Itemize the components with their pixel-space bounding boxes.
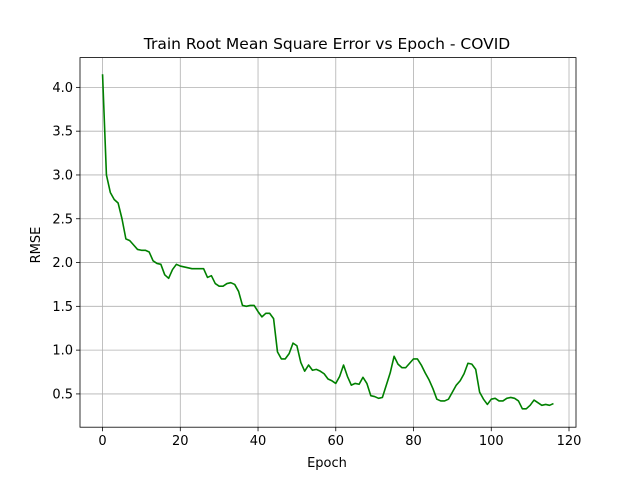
series-line xyxy=(101,74,554,410)
plot-frame xyxy=(79,57,577,428)
x-tick-label: 60 xyxy=(328,434,345,449)
x-tick-label: 120 xyxy=(557,434,582,449)
axes: 0 20 40 60 80 100 120 0.5 1.0 1.5 2.0 2.5 3.0 3.5 4.0 xyxy=(52,57,582,449)
y-tick-label: 3.5 xyxy=(52,125,73,140)
grid xyxy=(80,57,576,428)
y-tick-label: 1.5 xyxy=(52,300,73,315)
series-layer xyxy=(101,74,554,410)
y-axis-label: RMSE xyxy=(29,227,44,264)
y-tick-label: 2.5 xyxy=(52,212,73,227)
x-tick-label: 20 xyxy=(172,434,189,449)
x-tick-label: 40 xyxy=(250,434,267,449)
x-tick-label: 0 xyxy=(98,434,106,449)
y-tick-label: 2.0 xyxy=(52,256,73,271)
chart-title: Train Root Mean Square Error vs Epoch - … xyxy=(143,35,511,53)
y-tick-label: 0.5 xyxy=(52,387,73,402)
x-tick-label: 80 xyxy=(405,434,422,449)
y-tick-label: 4.0 xyxy=(52,81,73,96)
y-tick-label: 3.0 xyxy=(52,168,73,183)
x-tick-label: 100 xyxy=(479,434,504,449)
x-axis-label: Epoch xyxy=(307,456,347,471)
y-tick-label: 1.0 xyxy=(52,344,73,359)
